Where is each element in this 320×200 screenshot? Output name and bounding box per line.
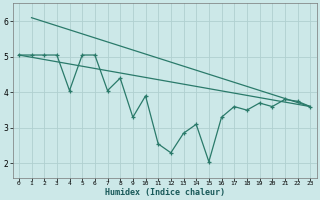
X-axis label: Humidex (Indice chaleur): Humidex (Indice chaleur): [105, 188, 225, 197]
